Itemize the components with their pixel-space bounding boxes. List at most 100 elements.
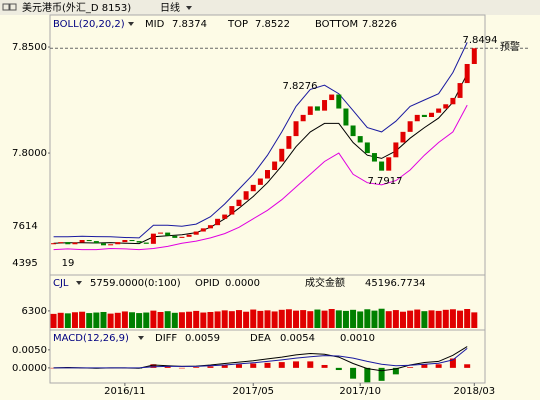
candle [136,241,142,243]
candle [236,199,242,207]
dropdown-arrow[interactable] [186,6,192,10]
volume-bar [457,310,464,328]
macd-bar [250,363,257,368]
candle [222,214,228,219]
volume-bar [136,313,143,328]
candle [165,232,171,236]
dropdown-arrow [76,281,82,285]
toolbar [0,0,540,15]
volume-bar [449,309,456,328]
candle [243,191,249,200]
x-tick-label: 2016/11 [104,386,146,397]
volume-bar [392,310,399,328]
macd-bar [278,362,285,368]
candle [364,142,370,154]
boll-line [53,42,468,239]
legend-value: 0.0054 [280,333,315,344]
dropdown-arrow [138,336,144,340]
x-tick-label: 2017/10 [339,386,381,397]
side-label: 19 [62,258,75,269]
volume-bar [100,311,107,328]
volume-bar [414,309,421,328]
macd-bar [392,367,399,375]
period[interactable]: 日线 [160,1,180,14]
candle [257,178,263,185]
legend-value: 7.8226 [362,19,397,30]
volume-bar [293,310,300,328]
candle [421,114,427,118]
candle [329,94,335,101]
volume-bar [214,311,221,328]
icon[interactable] [2,3,10,11]
legend-value: 0.0010 [340,333,375,344]
y-tick-label: 7.8500 [12,42,47,53]
candle [265,170,270,179]
candle [108,244,114,246]
symbol[interactable]: 美元港币(外汇_D 8153) [22,1,131,14]
macd-bar [50,367,57,369]
candle [371,153,377,162]
volume-bar [50,313,57,328]
macd-bar [293,361,300,368]
candle [58,242,64,244]
indicator: CJL [53,278,69,289]
candle [186,234,192,237]
candle [314,106,320,111]
stat: OPID [195,278,220,289]
candle [293,121,299,137]
candle [286,136,292,149]
volume-bar [314,309,321,328]
macd-bar [464,364,471,368]
indicator: MACD(12,26,9) [53,333,129,344]
volume-bar [79,311,86,328]
volume-bar [471,312,478,328]
volume-bar [378,308,385,328]
volume-bar [221,310,228,328]
candle [150,233,156,244]
macd-bar [350,367,357,379]
volume-bar [435,310,442,328]
volume-bar [250,309,257,328]
volume-bar [71,312,78,328]
boll-line [53,104,468,251]
macd-bar [335,367,342,371]
annotation: 7.7917 [368,176,403,187]
x-tick-label: 2017/05 [232,386,274,397]
volume-bar [178,312,185,328]
legend-name: MID [145,19,165,30]
macd-bar [449,358,456,368]
stat: 45196.7734 [365,278,425,289]
candle [400,131,406,143]
volume-bar [321,310,328,328]
volume-bar [143,312,150,328]
candle [471,48,477,64]
volume-bar [342,310,349,328]
candle [207,225,213,229]
volume-bar [350,309,357,328]
candle [250,184,256,192]
volume-bar [385,311,392,328]
volume-bar [86,313,93,328]
icon[interactable] [9,3,17,11]
candle [100,243,106,246]
candle [79,240,85,243]
candle [93,241,99,244]
macd-bar [407,367,414,368]
candle [122,240,128,243]
volume-bar [121,311,128,328]
candle [143,242,149,244]
macd-bar [421,364,428,368]
candle [336,94,342,109]
candle [272,161,278,171]
candle [350,125,356,137]
alert-label[interactable]: 预警 [500,40,520,53]
candle [193,231,199,235]
y-tick-label: 0.0050 [12,345,47,356]
volume-bar [300,310,307,328]
candle [300,114,306,122]
candle [179,236,185,238]
stat: 0.0000 [225,278,260,289]
volume-bar [442,309,449,328]
